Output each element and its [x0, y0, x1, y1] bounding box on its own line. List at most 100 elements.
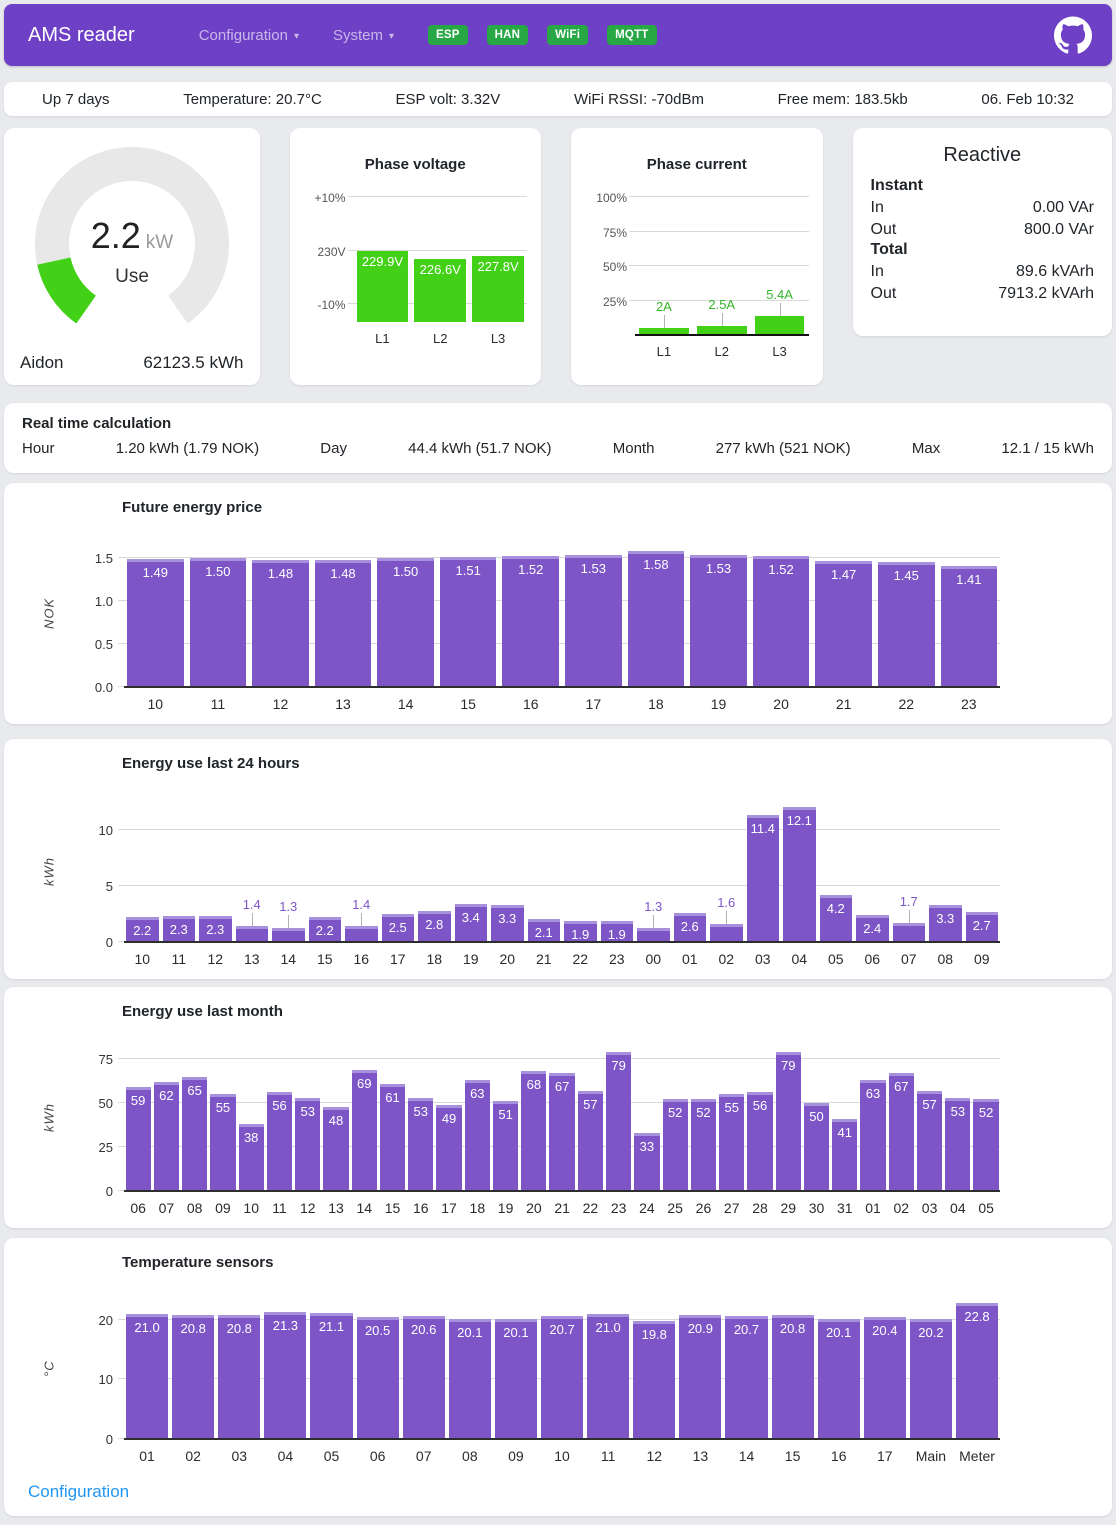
bars-row: 229.9V 226.6V 227.8V: [354, 197, 528, 322]
bar-cell: 1.41: [938, 540, 1001, 687]
gauge-footer: Aidon 62123.5 kWh: [20, 353, 244, 373]
power-gauge: 2.2 kW Use: [34, 147, 229, 324]
bar: 2.5: [381, 914, 414, 942]
uptime-status: Up 7 days: [42, 90, 110, 108]
x-axis-tick-label: 05: [827, 951, 844, 967]
bar: 52: [973, 1099, 999, 1191]
value-label: 20.4: [872, 1323, 898, 1339]
bar-cell: 22.8: [954, 1299, 1000, 1439]
value-label: 20.8: [180, 1321, 206, 1337]
clock: 06. Feb 10:32: [981, 90, 1074, 108]
value-label: 53: [300, 1103, 315, 1119]
y-axis-tick-label: 0.0: [94, 680, 113, 695]
bar-cell: 57: [576, 1044, 604, 1191]
y-axis-tick-label: 10: [98, 1372, 113, 1388]
bar-cell: 2.3: [197, 802, 234, 942]
bar: 62: [153, 1081, 180, 1191]
bar: 79: [775, 1051, 801, 1191]
value-label: 12.1: [786, 813, 812, 829]
bar: [754, 316, 805, 335]
bar: 2.8: [418, 910, 451, 942]
nav-configuration[interactable]: Configuration ▾: [198, 26, 299, 44]
bar-cell: 20.8: [770, 1299, 816, 1439]
value-label: 20.2: [918, 1324, 944, 1340]
x-axis-tick-label: 23: [608, 951, 625, 967]
bar-cell: 1.4: [234, 802, 271, 942]
label-connector: [288, 914, 290, 928]
reactive-row: Out 7913.2 kVArh: [870, 285, 1095, 302]
bar-cell: 1.47: [812, 540, 875, 687]
bar: 1.45: [877, 562, 935, 687]
bar: 21.1: [310, 1313, 353, 1439]
temperature-sensors-title: Temperature sensors: [122, 1254, 274, 1271]
x-axis-tick-label: 09: [215, 1200, 231, 1216]
bar: 3.4: [454, 904, 487, 942]
bar: 65: [182, 1076, 208, 1191]
bar-cell: 53: [407, 1044, 435, 1191]
x-axis-tick-label: 12: [299, 1200, 316, 1216]
x-axis-tick-label: 25: [667, 1200, 683, 1216]
bar: 61: [379, 1083, 406, 1191]
bar: [272, 927, 305, 942]
plot-area: +10% 230V -10% 229.9V 226.6V 227.8V: [314, 191, 528, 322]
value-label: 55: [215, 1100, 231, 1116]
y-axis-tick-label: 10: [98, 823, 113, 839]
bar: 68: [521, 1071, 547, 1191]
value-label: 20.1: [457, 1325, 483, 1341]
bar: 1.53: [565, 555, 622, 687]
value-label: 1.47: [830, 566, 857, 582]
app-title: AMS reader: [28, 23, 135, 46]
bar-cell: 2.4: [854, 802, 891, 942]
value-label: 226.6V: [419, 261, 461, 277]
realtime-max-label: Max: [911, 440, 941, 457]
bar: 53: [408, 1097, 434, 1191]
bar-cell: 229.9V: [354, 197, 412, 322]
bars-row: 2A 2.5A 5.4A: [635, 197, 809, 335]
bar-cell: 57: [915, 1044, 943, 1191]
x-axis-tick-label: 21: [535, 951, 552, 967]
bar-cell: 2.3: [161, 802, 198, 942]
value-label: 56: [752, 1098, 768, 1114]
x-axis-tick-label: 08: [937, 951, 954, 967]
x-axis-tick-label: 15: [384, 1200, 401, 1216]
x-axis-tick-label: 23: [961, 696, 977, 712]
x-axis-tick-label: 13: [692, 1448, 709, 1464]
bar: 55: [719, 1094, 745, 1191]
x-axis-tick-label: 18: [426, 951, 443, 967]
bar: 20.8: [172, 1315, 215, 1439]
x-axis-tick-label: 14: [356, 1200, 373, 1216]
power-gauge-card: 2.2 kW Use Aidon 62123.5 kWh: [4, 128, 260, 385]
value-label: 2.2: [133, 923, 152, 939]
bar: 1.48: [314, 559, 372, 687]
x-axis-labels: 06 07 08 09 10 11 12 13 14 15 16 17 18 19 20 21 22 23 24 25…: [124, 1200, 1000, 1216]
bar-cell: 52: [661, 1044, 689, 1191]
bar: [235, 926, 268, 942]
value-label: 61: [385, 1089, 400, 1105]
future-energy-price-title: Future energy price: [122, 499, 263, 516]
bar-cell: 41: [831, 1044, 859, 1191]
bars-row: 21.0 20.8 20.8 21.3 21.1 20.5 20.6 20.1 20.1 20.7…: [124, 1299, 1000, 1439]
github-icon[interactable]: [1054, 16, 1092, 54]
value-label: 1.51: [455, 563, 481, 579]
configuration-link[interactable]: Configuration: [28, 1482, 130, 1501]
free-mem-status: Free mem: 183.5kb: [777, 90, 908, 108]
x-axis-tick-label: 30: [808, 1200, 825, 1216]
value-label: 2.8: [425, 916, 444, 932]
x-axis-tick-label: 10: [243, 1200, 259, 1216]
bar-cell: 79: [774, 1044, 802, 1191]
phase-voltage-card: Phase voltage +10% 230V -10% 229.9V 226.6V 22…: [289, 128, 541, 385]
realtime-row: Hour 1.20 kWh (1.79 NOK) Day 44.4 kWh (5…: [22, 440, 1094, 457]
bar-cell: 5.4A: [751, 197, 809, 335]
bar: 51: [492, 1101, 519, 1191]
bar: 20.9: [679, 1314, 722, 1439]
bar-cell: 3.4: [453, 802, 490, 942]
bar-cell: 1.53: [687, 540, 750, 687]
value-label: 21.0: [595, 1319, 621, 1335]
nav-system[interactable]: System ▾: [332, 26, 395, 44]
gridline: [629, 196, 809, 197]
x-axis-tick-label: 10: [554, 1448, 570, 1464]
x-axis-tick-label: Main: [915, 1448, 947, 1464]
app-header: AMS reader Configuration ▾ System ▾ ESP HA…: [4, 4, 1112, 66]
reactive-row: In 0.00 VAr: [870, 199, 1095, 216]
realtime-calculation-card: Real time calculation Hour 1.20 kWh (1.7…: [4, 403, 1112, 473]
